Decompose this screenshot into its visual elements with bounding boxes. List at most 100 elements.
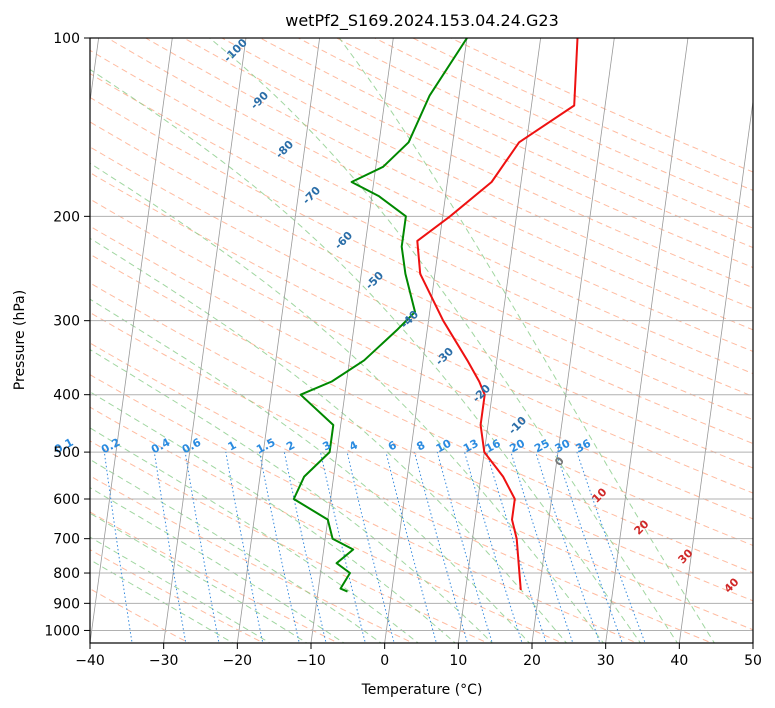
moist-adiabat <box>90 298 531 643</box>
x-tick-label: 50 <box>744 653 762 669</box>
dry-adiabat <box>90 374 639 643</box>
dry-adiabat <box>90 172 753 494</box>
isotherm-label: 0 <box>552 454 567 469</box>
mixing-ratio-line <box>320 451 366 643</box>
dry-adiabat <box>90 282 753 602</box>
isotherm-label: 20 <box>632 517 652 537</box>
isotherm <box>90 38 100 105</box>
isotherm <box>752 640 753 643</box>
mixing-ratio-label: 1.5 <box>254 436 277 457</box>
mixing-ratio-line <box>225 452 264 643</box>
dry-adiabat <box>90 253 753 574</box>
isotherm <box>236 38 321 643</box>
mixing-ratio-line <box>283 451 327 643</box>
dewpoint-profile-line <box>292 38 468 593</box>
y-tick-label: 100 <box>53 31 80 47</box>
moist-adiabat <box>90 512 308 643</box>
isotherm-label: -40 <box>398 308 421 331</box>
mixing-ratio-label: 16 <box>483 437 503 456</box>
dry-adiabat <box>90 146 753 469</box>
dry-adiabat <box>449 38 753 173</box>
plot-frame <box>89 37 754 644</box>
isotherm <box>310 38 394 643</box>
dry-adiabat <box>221 38 753 289</box>
isotherm-label: -70 <box>300 184 323 207</box>
mixing-ratio-label: 2 <box>284 438 297 453</box>
x-tick-label: −20 <box>223 653 253 669</box>
dry-adiabat <box>144 38 753 331</box>
isotherm-label: -50 <box>363 269 386 292</box>
isotherm <box>90 38 173 643</box>
mixing-ratio-line <box>103 452 133 643</box>
dry-adiabat <box>90 406 564 643</box>
mixing-ratio-label: 13 <box>461 437 481 456</box>
y-axis-title: Pressure (hPa) <box>12 290 28 390</box>
x-tick-label: 40 <box>670 653 688 669</box>
isotherm-label: -10 <box>506 414 529 437</box>
x-axis-title: Temperature (°C) <box>361 682 483 698</box>
dry-adiabat <box>90 225 753 547</box>
mixing-ratio-label: 25 <box>532 437 552 456</box>
mixing-ratio-label: 10 <box>434 437 454 456</box>
x-tick-label: −30 <box>149 653 179 669</box>
background-lines <box>58 38 753 645</box>
mixing-ratio-line <box>486 451 547 643</box>
mixing-ratio-label: 6 <box>386 438 399 453</box>
mixing-ratio-line <box>555 451 623 643</box>
dry-adiabat <box>373 38 753 210</box>
dry-adiabat <box>259 38 753 269</box>
dry-adiabat <box>90 342 714 643</box>
mixing-ratio-line <box>576 451 646 643</box>
isotherm <box>384 38 468 643</box>
dry-adiabat <box>411 38 753 191</box>
mixing-ratio-label: 20 <box>507 437 527 456</box>
isotherm-label: 30 <box>676 546 696 566</box>
isotherm-label: -30 <box>433 345 456 368</box>
dry-adiabat <box>90 96 753 421</box>
chart-title: wetPf2_S169.2024.153.04.24.G23 <box>285 11 559 31</box>
mixing-ratio-line <box>414 451 469 643</box>
isotherm <box>163 38 247 643</box>
y-tick-label: 200 <box>53 209 80 225</box>
mixing-ratio-label: 8 <box>414 438 427 453</box>
mixing-ratio-line <box>259 452 300 643</box>
y-tick-label: 1000 <box>44 623 80 639</box>
mixing-ratio-label: 30 <box>553 437 573 456</box>
y-tick-label: 500 <box>53 445 80 461</box>
dry-adiabat <box>90 475 415 643</box>
y-tick-label: 800 <box>53 566 80 582</box>
mixing-ratio-label: 0.4 <box>149 436 173 457</box>
isotherm-label: -90 <box>248 89 271 112</box>
dry-adiabat <box>90 511 340 643</box>
mixing-ratio-line <box>58 452 83 645</box>
mixing-ratio-line <box>510 451 574 643</box>
y-tick-label: 400 <box>53 388 80 404</box>
temperature-profile-line <box>416 38 579 591</box>
isotherm-label: 10 <box>590 485 610 505</box>
mixing-ratio-line <box>184 452 220 643</box>
mixing-ratio-label: 0.6 <box>180 436 204 457</box>
isotherm-label: -60 <box>332 229 355 252</box>
mixing-ratio-line <box>464 451 523 643</box>
x-tick-label: 10 <box>449 653 467 669</box>
dry-adiabat <box>182 38 753 310</box>
moist-adiabat <box>90 427 419 643</box>
moist-adiabat <box>90 536 271 643</box>
dry-adiabat <box>106 38 753 353</box>
dry-adiabat <box>90 311 753 631</box>
dry-adiabat <box>90 549 265 643</box>
mixing-ratio-line <box>153 452 187 643</box>
moist-adiabat <box>338 38 715 643</box>
moist-adiabat <box>90 237 568 643</box>
isotherm-label: -80 <box>273 138 296 161</box>
moist-adiabat <box>90 68 642 643</box>
dry-adiabat <box>90 198 753 520</box>
isotherm-label: -20 <box>470 382 493 405</box>
moist-adiabat <box>90 458 382 643</box>
moist-adiabat <box>90 162 605 643</box>
dry-adiabat <box>90 73 753 397</box>
x-axis: −40 −30 −20 −10 0 10 20 30 40 50 <box>75 643 762 669</box>
y-axis: 100 200 300 400 500 600 700 800 900 1000 <box>44 31 90 639</box>
dry-adiabat <box>90 49 753 375</box>
isotherm-label: 40 <box>722 575 742 595</box>
